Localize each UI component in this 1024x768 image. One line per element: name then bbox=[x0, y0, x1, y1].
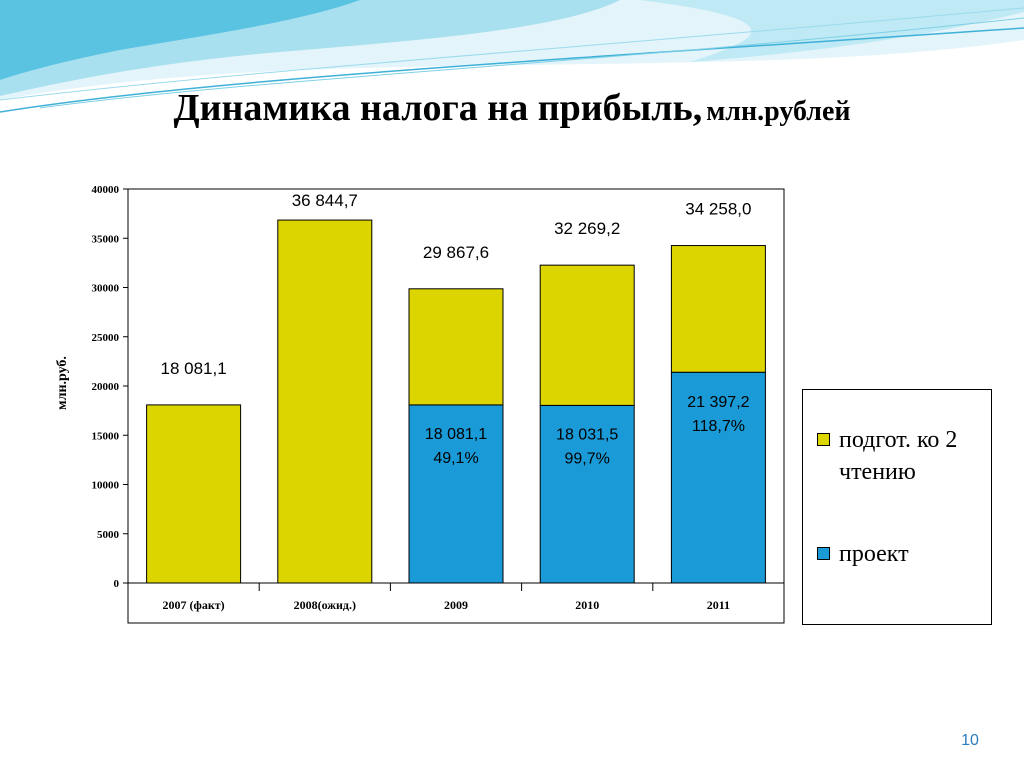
bar-inner-label: 18 081,1 bbox=[425, 426, 487, 443]
bar-inner-label: 21 397,2 bbox=[687, 394, 749, 411]
bar-total-label: 34 258,0 bbox=[685, 200, 751, 219]
legend-swatch-prep bbox=[817, 433, 830, 446]
legend-label-prep: подгот. ко 2 чтению bbox=[839, 427, 958, 485]
x-tick-label: 2009 bbox=[444, 598, 468, 612]
bar-prep bbox=[146, 404, 242, 584]
legend-swatch-project bbox=[817, 547, 830, 560]
x-tick-label: 2010 bbox=[575, 598, 599, 612]
bar-prep bbox=[277, 219, 373, 584]
x-tick-label: 2007 (факт) bbox=[163, 598, 225, 612]
legend-label-project: проект bbox=[839, 541, 909, 567]
bar-prep bbox=[408, 288, 504, 406]
wave-line-2 bbox=[39, 17, 1024, 109]
bar-project bbox=[408, 404, 504, 584]
x-tick-label: 2011 bbox=[707, 598, 730, 612]
page-number: 10 bbox=[961, 732, 979, 749]
bar-inner-percent: 49,1% bbox=[433, 450, 478, 467]
y-axis-title: млн.руб. bbox=[55, 356, 70, 410]
y-tick-label: 10000 bbox=[92, 480, 120, 492]
bar-inner-label: 18 031,5 bbox=[556, 426, 618, 443]
bar-total-label: 29 867,6 bbox=[423, 243, 489, 262]
y-tick-label: 25000 bbox=[92, 332, 120, 344]
bar-inner-percent: 99,7% bbox=[565, 450, 610, 467]
bar-inner-percent: 118,7% bbox=[692, 418, 745, 435]
y-tick-label: 20000 bbox=[92, 381, 120, 393]
bar-project bbox=[670, 371, 766, 584]
y-tick-label: 40000 bbox=[92, 184, 120, 196]
legend-item-project: проект bbox=[817, 538, 987, 570]
wave-front bbox=[0, 0, 360, 80]
y-tick-label: 35000 bbox=[92, 233, 120, 245]
decorative-wave-banner bbox=[0, 0, 1024, 113]
x-tick-label: 2008(ожид.) bbox=[294, 598, 356, 612]
chart-legend: подгот. ко 2 чтению проект bbox=[802, 389, 992, 625]
wave-line-3 bbox=[0, 7, 1024, 101]
bar-prep bbox=[539, 264, 635, 406]
y-tick-label: 5000 bbox=[97, 529, 120, 541]
legend-item-prep: подгот. ко 2 чтению bbox=[817, 424, 987, 488]
bar-prep bbox=[670, 245, 766, 373]
slide-title-main: Динамика налога на прибыль, bbox=[173, 87, 703, 129]
slide-title: Динамика налога на прибыль, млн.рублей bbox=[0, 86, 1024, 130]
y-tick-label: 30000 bbox=[92, 283, 120, 295]
wave-line-1 bbox=[0, 27, 1024, 113]
y-tick-label: 0 bbox=[114, 578, 120, 590]
bar-total-label: 32 269,2 bbox=[554, 219, 620, 238]
bar-project bbox=[539, 404, 635, 584]
bar-total-label: 18 081,1 bbox=[161, 359, 227, 378]
slide-title-unit: млн.рублей bbox=[706, 96, 851, 127]
y-tick-label: 15000 bbox=[92, 430, 120, 442]
bar-total-label: 36 844,7 bbox=[292, 191, 358, 210]
